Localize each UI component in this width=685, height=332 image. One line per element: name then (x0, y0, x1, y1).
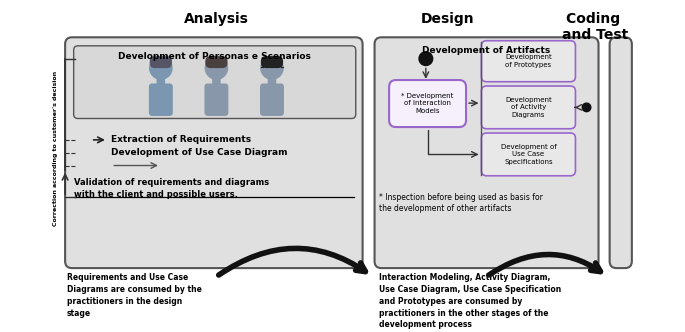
Text: Validation of requirements and diagrams
with the client and possible users.: Validation of requirements and diagrams … (74, 178, 269, 199)
FancyBboxPatch shape (74, 46, 356, 119)
Text: Development of Artifacts: Development of Artifacts (423, 46, 551, 55)
FancyBboxPatch shape (260, 83, 284, 116)
FancyBboxPatch shape (389, 80, 466, 127)
Text: Correction according to customer's decision: Correction according to customer's decis… (53, 71, 58, 226)
Text: Development
of Prototypes: Development of Prototypes (505, 54, 552, 68)
Circle shape (419, 52, 433, 65)
FancyBboxPatch shape (261, 56, 283, 68)
FancyBboxPatch shape (157, 76, 165, 86)
Text: * Development
of Interaction
Models: * Development of Interaction Models (401, 93, 453, 114)
Text: Extraction of Requirements: Extraction of Requirements (111, 135, 251, 144)
Text: * Inspection before being used as basis for
the development of other artifacts: * Inspection before being used as basis … (379, 193, 543, 213)
Text: Interaction Modeling, Activity Diagram,
Use Case Diagram, Use Case Specification: Interaction Modeling, Activity Diagram, … (379, 273, 561, 329)
Text: Development of
Use Case
Specifications: Development of Use Case Specifications (501, 144, 556, 165)
FancyBboxPatch shape (212, 76, 221, 86)
Text: Requirements and Use Case
Diagrams are consumed by the
practitioners in the desi: Requirements and Use Case Diagrams are c… (67, 273, 201, 318)
Text: Analysis: Analysis (184, 12, 249, 26)
FancyBboxPatch shape (482, 86, 575, 129)
FancyBboxPatch shape (149, 83, 173, 116)
FancyBboxPatch shape (204, 83, 228, 116)
FancyBboxPatch shape (482, 133, 575, 176)
Circle shape (261, 57, 283, 79)
Circle shape (582, 103, 591, 112)
FancyBboxPatch shape (375, 37, 599, 268)
Text: Development of Use Case Diagram: Development of Use Case Diagram (111, 148, 288, 157)
Text: Development of Personas e Scenarios: Development of Personas e Scenarios (119, 52, 311, 61)
FancyBboxPatch shape (482, 41, 575, 82)
FancyBboxPatch shape (206, 56, 227, 68)
Circle shape (150, 57, 172, 79)
FancyBboxPatch shape (610, 37, 632, 268)
FancyBboxPatch shape (65, 37, 362, 268)
Text: Coding 
and Test: Coding and Test (562, 12, 628, 42)
Circle shape (206, 57, 227, 79)
Text: Development
of Activity
Diagrams: Development of Activity Diagrams (505, 97, 552, 118)
Text: Design: Design (421, 12, 474, 26)
FancyBboxPatch shape (150, 56, 172, 68)
FancyBboxPatch shape (268, 76, 276, 86)
